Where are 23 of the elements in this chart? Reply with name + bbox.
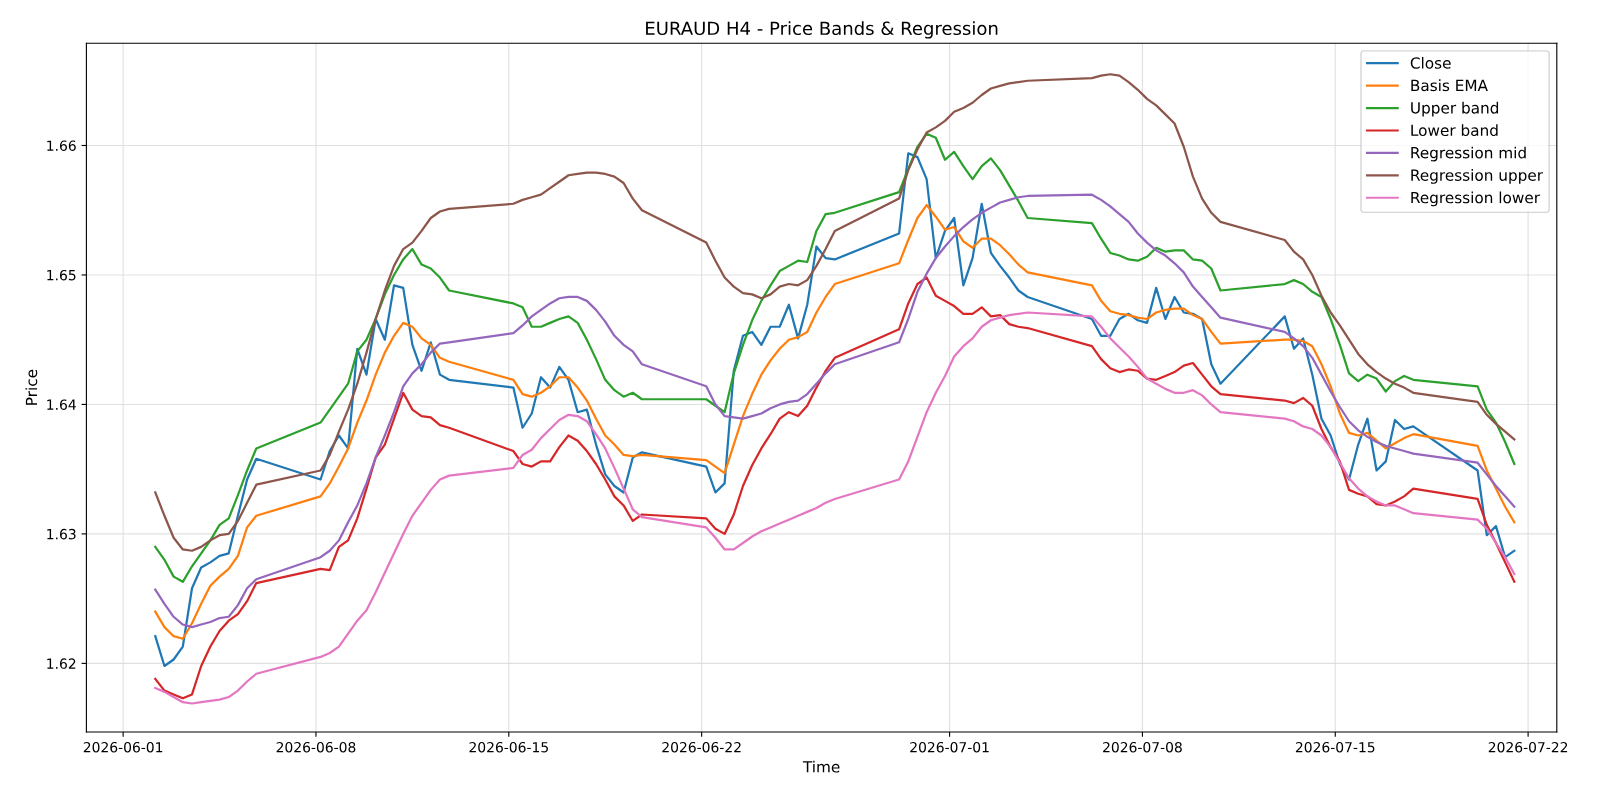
x-tick-label: 2026-07-08 (1103, 741, 1182, 753)
x-tick-label: 2026-06-08 (276, 741, 356, 753)
legend-label: Regression upper (1411, 169, 1544, 184)
legend-label: Basis EMA (1411, 79, 1488, 92)
chart-title: EURAUD H4 - Price Bands & Regression (646, 21, 998, 39)
y-tick-label: 1.65 (47, 269, 76, 281)
legend-label: Close (1410, 56, 1451, 69)
x-tick-label: 2026-07-01 (910, 741, 989, 753)
x-tick-label: 2026-07-15 (1295, 741, 1375, 753)
y-tick-label: 1.63 (47, 528, 76, 540)
x-tick-label: 2026-06-22 (662, 741, 741, 753)
y-tick-label: 1.66 (47, 140, 76, 151)
legend-label: Regression mid (1411, 146, 1526, 162)
y-axis-title: Price (25, 369, 38, 405)
legend-label: Lower band (1411, 124, 1498, 137)
x-axis-title: Time (802, 760, 840, 773)
x-tick-label: 2026-06-01 (83, 741, 163, 753)
legend-label: Upper band (1411, 101, 1499, 117)
y-tick-label: 1.62 (47, 658, 76, 669)
x-tick-label: 2026-06-15 (469, 741, 548, 753)
y-tick-label: 1.64 (47, 399, 76, 410)
x-tick-label: 2026-07-22 (1488, 741, 1568, 753)
legend-label: Regression lower (1411, 191, 1541, 207)
